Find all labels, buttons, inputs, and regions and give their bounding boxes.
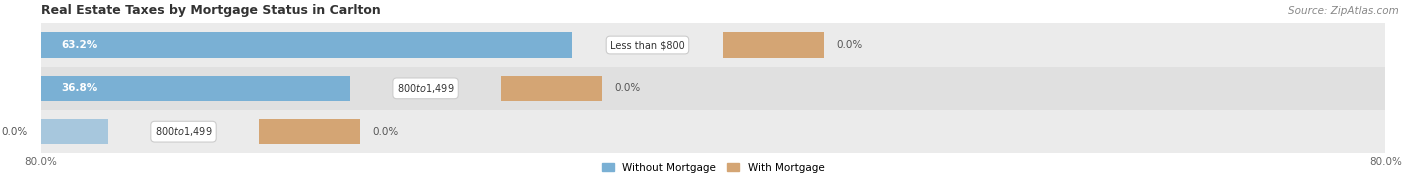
Text: $800 to $1,499: $800 to $1,499 [155, 125, 212, 138]
Bar [41, 119, 108, 144]
Bar [41, 67, 1385, 110]
Bar [41, 110, 1385, 153]
Bar [41, 23, 1385, 67]
Text: 0.0%: 0.0% [1, 127, 28, 137]
Text: Source: ZipAtlas.com: Source: ZipAtlas.com [1288, 6, 1399, 16]
Bar [259, 119, 360, 144]
Text: Real Estate Taxes by Mortgage Status in Carlton: Real Estate Taxes by Mortgage Status in … [41, 4, 381, 17]
Bar [41, 33, 572, 58]
Legend: Without Mortgage, With Mortgage: Without Mortgage, With Mortgage [602, 163, 824, 173]
Text: 0.0%: 0.0% [614, 83, 641, 93]
Text: 0.0%: 0.0% [373, 127, 399, 137]
Bar [41, 76, 350, 101]
Text: $800 to $1,499: $800 to $1,499 [396, 82, 454, 95]
Text: 36.8%: 36.8% [62, 83, 98, 93]
Text: 0.0%: 0.0% [837, 40, 863, 50]
Bar [723, 33, 824, 58]
Text: Less than $800: Less than $800 [610, 40, 685, 50]
Bar [501, 76, 602, 101]
Text: 63.2%: 63.2% [62, 40, 98, 50]
